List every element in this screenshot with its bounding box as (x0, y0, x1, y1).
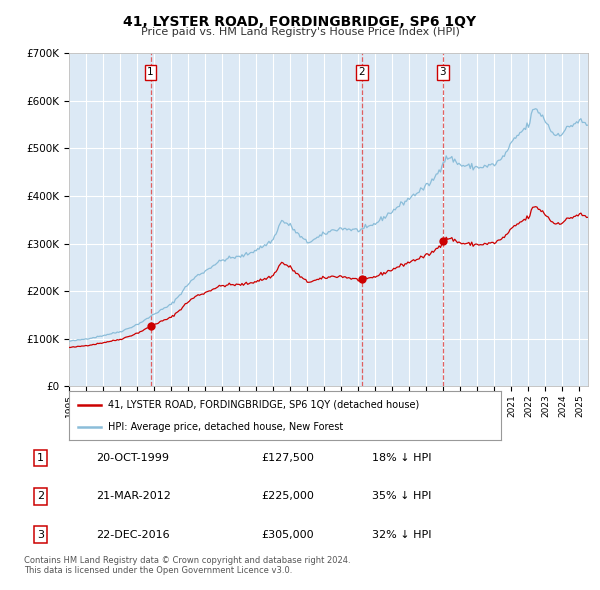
Text: 2: 2 (359, 67, 365, 77)
Text: 3: 3 (37, 530, 44, 539)
Text: £305,000: £305,000 (262, 530, 314, 539)
Text: 32% ↓ HPI: 32% ↓ HPI (372, 530, 431, 539)
Text: 35% ↓ HPI: 35% ↓ HPI (372, 491, 431, 501)
Text: 22-DEC-2016: 22-DEC-2016 (96, 530, 169, 539)
Text: 18% ↓ HPI: 18% ↓ HPI (372, 453, 431, 463)
Text: 21-MAR-2012: 21-MAR-2012 (96, 491, 170, 501)
Text: 1: 1 (37, 453, 44, 463)
Text: 3: 3 (440, 67, 446, 77)
Text: 41, LYSTER ROAD, FORDINGBRIDGE, SP6 1QY (detached house): 41, LYSTER ROAD, FORDINGBRIDGE, SP6 1QY … (108, 399, 419, 409)
Text: Price paid vs. HM Land Registry's House Price Index (HPI): Price paid vs. HM Land Registry's House … (140, 27, 460, 37)
Text: £225,000: £225,000 (262, 491, 314, 501)
Text: 1: 1 (147, 67, 154, 77)
Text: HPI: Average price, detached house, New Forest: HPI: Average price, detached house, New … (108, 422, 343, 432)
Text: Contains HM Land Registry data © Crown copyright and database right 2024.
This d: Contains HM Land Registry data © Crown c… (24, 556, 350, 575)
Text: 2: 2 (37, 491, 44, 501)
Text: 20-OCT-1999: 20-OCT-1999 (96, 453, 169, 463)
Text: 41, LYSTER ROAD, FORDINGBRIDGE, SP6 1QY: 41, LYSTER ROAD, FORDINGBRIDGE, SP6 1QY (124, 15, 476, 29)
Text: £127,500: £127,500 (262, 453, 314, 463)
